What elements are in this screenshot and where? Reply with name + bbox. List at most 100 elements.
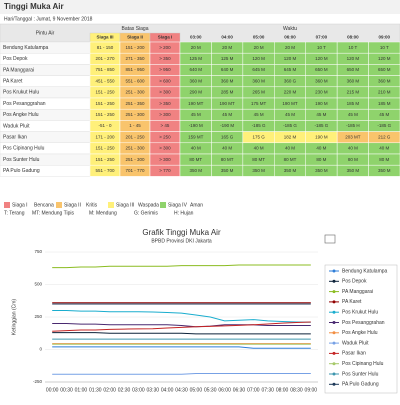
siaga-range: 451 - 550 xyxy=(95,78,115,83)
siaga-range: > 250 xyxy=(159,134,171,139)
x-tick-label: 03:30 xyxy=(147,387,160,393)
siaga-range: 551 - 600 xyxy=(125,78,145,83)
level-value: 215 M xyxy=(347,90,360,95)
y-tick-label: -250 xyxy=(33,379,43,384)
siaga-range: > 350 xyxy=(159,56,171,61)
line xyxy=(52,321,311,332)
col-header: Pintu Air xyxy=(36,30,55,36)
weather-code: H: Hujan xyxy=(174,210,194,216)
legend-label: Siaga I xyxy=(12,202,28,208)
siaga-range: 271 - 350 xyxy=(125,56,145,61)
level-value: 125 M xyxy=(189,56,202,61)
siaga-range: > 300 xyxy=(159,112,171,117)
level-value: 640 M xyxy=(189,67,202,72)
level-value: 360 M xyxy=(378,78,391,83)
siaga-range: > 45 xyxy=(161,123,170,128)
siaga-range: > 300 xyxy=(159,157,171,162)
level-value: 645 M xyxy=(284,67,297,72)
siaga-range: 1 - 45 xyxy=(129,123,141,128)
chart-legend-box xyxy=(324,264,398,394)
page-title: Tinggi Muka Air xyxy=(4,2,64,11)
weather-code: G: Gerimis xyxy=(134,210,158,216)
level-value: 80 MT xyxy=(284,157,297,162)
legend-marker xyxy=(332,269,336,273)
level-value: 80 MT xyxy=(189,157,202,162)
level-value: 45 M xyxy=(379,112,389,117)
legend-label: Siaga III xyxy=(116,202,134,208)
date: Hari/Tanggal : Jumat, 9 November 2018 xyxy=(4,16,93,22)
level-value: 360 M xyxy=(221,78,234,83)
level-value: 220 M xyxy=(284,90,297,95)
level-value: 165 G xyxy=(221,134,234,139)
level-value: -190 M xyxy=(220,123,234,128)
level-value: 45 M xyxy=(348,112,358,117)
menu-icon[interactable] xyxy=(324,234,336,244)
col-header: 04:00 xyxy=(221,35,233,40)
line xyxy=(52,264,311,269)
chart-title: Grafik Tinggi Muka Air xyxy=(142,228,221,237)
level-value: 20 M xyxy=(254,45,264,50)
legend-entry: Pos Krukut Hulu xyxy=(342,310,378,316)
y-axis-label: Ketinggian (Cm) xyxy=(11,299,17,335)
level-value: 175 G xyxy=(252,134,265,139)
legend-marker xyxy=(332,372,336,376)
level-value: 190 MT xyxy=(188,101,204,106)
x-tick-label: 08:00 xyxy=(276,387,289,393)
y-tick-label: 250 xyxy=(34,314,42,319)
level-value: -190 M xyxy=(189,123,203,128)
level-value: 650 M xyxy=(347,67,360,72)
x-tick-label: 06:30 xyxy=(233,387,246,393)
siaga-range: 251 - 350 xyxy=(125,101,145,106)
level-value: 120 M xyxy=(378,56,391,61)
level-value: -185 G xyxy=(315,123,329,128)
legend-swatch xyxy=(108,202,114,208)
legend-marker xyxy=(332,290,336,294)
x-tick-label: 01:30 xyxy=(89,387,102,393)
level-value: 350 M xyxy=(378,168,391,173)
siaga-range: -51 - 0 xyxy=(98,123,112,128)
level-value: 360 M xyxy=(189,78,202,83)
level-value: 120 M xyxy=(347,56,360,61)
col-header: Waktu xyxy=(283,26,297,32)
legend-label: Siaga IV xyxy=(168,202,188,208)
level-value: 120 M xyxy=(252,56,265,61)
legend-entry: Waduk Pluit xyxy=(342,340,369,346)
station-name: Bendung Katulampa xyxy=(3,45,49,51)
level-value: 210 M xyxy=(378,90,391,95)
level-value: 212 G xyxy=(378,134,391,139)
level-value: 360 M xyxy=(347,78,360,83)
level-value: 360 G xyxy=(284,78,297,83)
legend-entry: Pos Depok xyxy=(342,279,367,285)
col-header: 03:00 xyxy=(190,35,202,40)
level-value: 159 MT xyxy=(188,134,204,139)
level-value: 10 T xyxy=(317,45,326,50)
level-value: 80 M xyxy=(379,157,389,162)
legend-swatch xyxy=(4,202,10,208)
legend-entry: PA Pulo Gadung xyxy=(342,382,379,388)
y-tick-label: 750 xyxy=(34,249,42,254)
level-value: 203 MT xyxy=(345,134,361,139)
level-value: 120 M xyxy=(284,56,297,61)
legend-marker xyxy=(332,382,336,386)
legend-entry: Pasar Ikan xyxy=(342,351,366,357)
x-tick-label: 00:00 xyxy=(46,387,59,393)
station-name: PA Karet xyxy=(3,79,23,85)
x-tick-label: 01:00 xyxy=(75,387,88,393)
x-tick-label: 00:30 xyxy=(60,387,73,393)
level-value: 10 T xyxy=(348,45,357,50)
level-value: 350 M xyxy=(221,168,234,173)
level-value: 350 M xyxy=(347,168,360,173)
legend-desc: Kritis xyxy=(86,202,98,208)
siaga-range: 81 - 150 xyxy=(97,45,114,50)
siaga-range: 201 - 250 xyxy=(125,134,145,139)
legend-marker xyxy=(332,331,336,335)
weather-code: M: Mendung xyxy=(89,210,117,216)
siaga-range: > 200 xyxy=(159,45,171,50)
siaga-range: 251 - 300 xyxy=(125,112,145,117)
level-value: 360 M xyxy=(252,78,265,83)
station-name: Pos Krukut Hulu xyxy=(3,90,39,96)
siaga-range: 151 - 250 xyxy=(95,112,115,117)
level-value: 40 M xyxy=(254,146,264,151)
level-value: 40 M xyxy=(222,146,232,151)
station-name: PA Manggarai xyxy=(3,67,34,73)
